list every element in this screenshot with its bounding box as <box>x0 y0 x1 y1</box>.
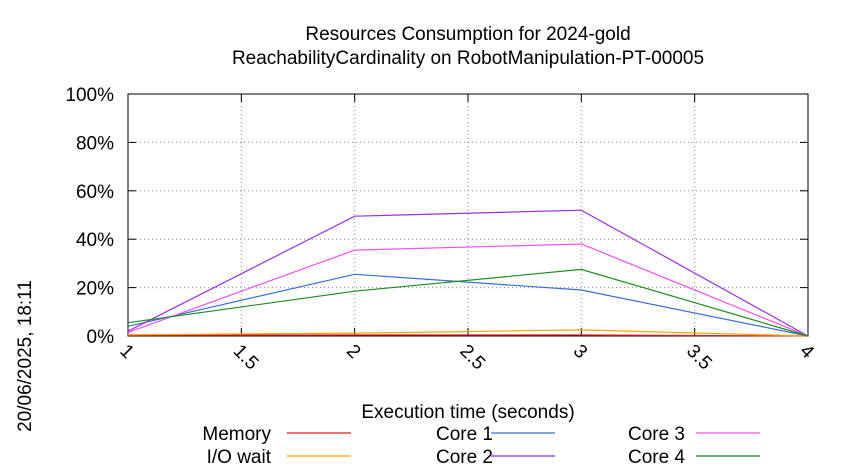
y-tick-label: 0% <box>87 327 115 348</box>
y-tick-label: 40% <box>76 230 114 251</box>
y-tick-label: 100% <box>65 85 114 106</box>
y-tick-label: 60% <box>76 182 114 203</box>
series-line-core-2 <box>127 209 809 337</box>
y-ticks: 0% 20% 40% 60% 80% 100% <box>65 85 808 348</box>
legend-label: Core 3 <box>628 424 685 445</box>
series-lines <box>127 209 809 337</box>
series-line-core-4 <box>127 268 809 337</box>
x-ticks: 1 1.5 2 2.5 3 3.5 4 <box>115 94 818 374</box>
x-tick-label: 1.5 <box>229 341 263 375</box>
y-tick-label: 20% <box>76 279 114 300</box>
legend-item-core-1: Core 1 <box>436 424 555 445</box>
chart-title: Resources Consumption for 2024-gold <box>305 24 630 45</box>
legend-label: Core 4 <box>628 447 685 468</box>
legend-label: Core 2 <box>436 447 493 468</box>
legend-label: Core 1 <box>436 424 493 445</box>
series-line-core-3 <box>127 243 809 337</box>
x-tick-label: 4 <box>795 341 818 364</box>
legend-item-memory: Memory <box>202 424 351 445</box>
x-tick-label: 1 <box>115 341 137 363</box>
chart-subtitle: ReachabilityCardinality on RobotManipula… <box>232 48 704 69</box>
timestamp-label: 20/06/2025, 18:11 <box>15 280 36 432</box>
legend-item-core-2: Core 2 <box>436 447 555 468</box>
x-axis-label: Execution time (seconds) <box>361 402 574 423</box>
series-line-i-o-wait <box>127 329 809 337</box>
grid-lines <box>128 94 808 336</box>
series-line-memory <box>127 334 809 337</box>
x-tick-label: 3 <box>569 341 591 363</box>
legend-item-i-o-wait: I/O wait <box>207 447 351 468</box>
legend-item-core-3: Core 3 <box>628 424 760 445</box>
series-line-core-1 <box>127 273 809 337</box>
x-tick-label: 2 <box>342 341 364 363</box>
legend-label: Memory <box>202 424 271 445</box>
legend-item-core-4: Core 4 <box>628 447 760 468</box>
legend-label: I/O wait <box>207 447 272 468</box>
x-tick-label: 2.5 <box>455 341 489 375</box>
y-tick-label: 80% <box>76 133 114 154</box>
x-tick-label: 3.5 <box>682 341 716 375</box>
